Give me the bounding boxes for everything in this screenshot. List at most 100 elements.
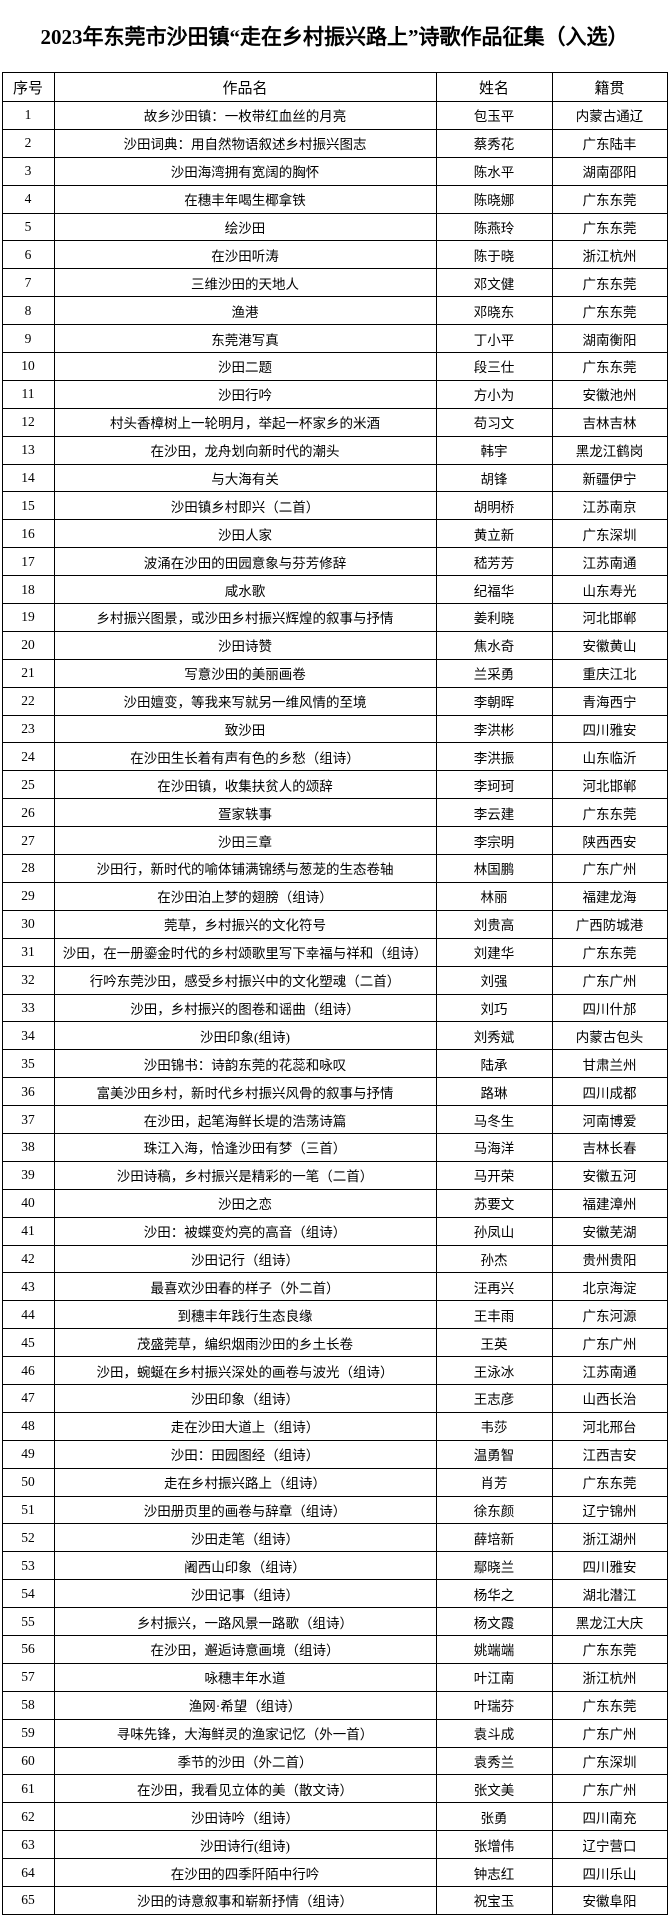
author-origin-cell: 内蒙古通辽: [551, 101, 668, 130]
table-row: 38 珠江入海，恰逢沙田有梦（三首） 马海洋 吉林长春: [1, 1132, 668, 1162]
author-name-cell: 袁秀兰: [435, 1746, 553, 1776]
table-row: 36 富美沙田乡村，新时代乡村振兴风骨的叙事与抒情 路琳 四川成都: [1, 1077, 668, 1107]
table-row: 53 阇西山印象（组诗） 鄢晓兰 四川雅安: [1, 1551, 668, 1581]
author-name-cell: 李珂珂: [435, 770, 553, 800]
table-row: 35 沙田锦书：诗韵东莞的花蕊和咏叹 陆承 甘肃兰州: [1, 1049, 668, 1079]
row-number-cell: 5: [1, 212, 55, 242]
author-name-cell: 姚端端: [435, 1634, 553, 1664]
author-origin-cell: 四川雅安: [551, 714, 668, 744]
author-name-cell: 温勇智: [435, 1439, 553, 1469]
author-origin-cell: 广东广州: [551, 1328, 668, 1358]
table-row: 31 沙田，在一册鎏金时代的乡村颂歌里写下幸福与祥和（组诗） 刘建华 广东东莞: [1, 937, 668, 967]
author-name-cell: 王丰雨: [435, 1300, 553, 1330]
row-number-cell: 54: [1, 1579, 55, 1609]
row-number-cell: 56: [1, 1634, 55, 1664]
row-number-cell: 23: [1, 714, 55, 744]
author-name-cell: 张增伟: [435, 1830, 553, 1860]
row-number-cell: 32: [1, 965, 55, 995]
author-origin-cell: 浙江湖州: [551, 1523, 668, 1553]
row-number-cell: 36: [1, 1077, 55, 1107]
row-number-cell: 41: [1, 1216, 55, 1246]
author-name-cell: 蔡秀花: [435, 128, 553, 158]
row-number-cell: 49: [1, 1439, 55, 1469]
header-origin: 籍贯: [551, 72, 668, 102]
author-origin-cell: 广东深圳: [551, 1746, 668, 1776]
table-row: 3 沙田海湾拥有宽阔的胸怀 陈水平 湖南邵阳: [1, 156, 668, 186]
work-title-cell: 村头香樟树上一轮明月，举起一杯家乡的米酒: [53, 407, 437, 437]
work-title-cell: 沙田记事（组诗）: [53, 1579, 437, 1609]
work-title-cell: 莞草，乡村振兴的文化符号: [53, 909, 437, 939]
table-row: 65 沙田的诗意叙事和崭新抒情（组诗） 祝宝玉 安徽阜阳: [1, 1886, 668, 1915]
author-name-cell: 马开荣: [435, 1160, 553, 1190]
row-number-cell: 17: [1, 547, 55, 577]
row-number-cell: 58: [1, 1690, 55, 1720]
work-title-cell: 沙田的诗意叙事和崭新抒情（组诗）: [53, 1886, 437, 1915]
table-row: 64 在沙田的四季阡陌中行吟 钟志红 四川乐山: [1, 1858, 668, 1887]
row-number-cell: 62: [1, 1802, 55, 1832]
table-row: 63 沙田诗行(组诗) 张增伟 辽宁营口: [1, 1830, 668, 1860]
author-name-cell: 陈燕玲: [435, 212, 553, 242]
author-origin-cell: 四川雅安: [551, 1551, 668, 1581]
author-origin-cell: 浙江杭州: [551, 240, 668, 270]
author-name-cell: 刘强: [435, 965, 553, 995]
work-title-cell: 沙田三章: [53, 826, 437, 856]
author-name-cell: 焦水奇: [435, 630, 553, 660]
author-origin-cell: 湖北潜江: [551, 1579, 668, 1609]
table-row: 24 在沙田生长着有声有色的乡愁（组诗） 李洪振 山东临沂: [1, 742, 668, 772]
author-origin-cell: 安徽五河: [551, 1160, 668, 1190]
table-row: 60 季节的沙田（外二首） 袁秀兰 广东深圳: [1, 1746, 668, 1776]
row-number-cell: 52: [1, 1523, 55, 1553]
table-row: 44 到穗丰年践行生态良缘 王丰雨 广东河源: [1, 1300, 668, 1330]
table-row: 6 在沙田听涛 陈于晓 浙江杭州: [1, 240, 668, 270]
author-name-cell: 汪再兴: [435, 1272, 553, 1302]
author-name-cell: 路琳: [435, 1077, 553, 1107]
work-title-cell: 茂盛莞草，编织烟雨沙田的乡土长卷: [53, 1328, 437, 1358]
author-origin-cell: 浙江杭州: [551, 1662, 668, 1692]
table-row: 50 走在乡村振兴路上（组诗） 肖芳 广东东莞: [1, 1467, 668, 1497]
author-origin-cell: 陕西西安: [551, 826, 668, 856]
row-number-cell: 26: [1, 798, 55, 828]
row-number-cell: 2: [1, 128, 55, 158]
row-number-cell: 30: [1, 909, 55, 939]
work-title-cell: 沙田诗吟（组诗）: [53, 1802, 437, 1832]
work-title-cell: 沙田嬗变，等我来写就另一维风情的至境: [53, 686, 437, 716]
row-number-cell: 21: [1, 658, 55, 688]
author-name-cell: 刘建华: [435, 937, 553, 967]
author-origin-cell: 安徽池州: [551, 379, 668, 409]
work-title-cell: 在沙田听涛: [53, 240, 437, 270]
work-title-cell: 季节的沙田（外二首）: [53, 1746, 437, 1776]
author-origin-cell: 广东广州: [551, 1774, 668, 1804]
author-origin-cell: 新疆伊宁: [551, 463, 668, 493]
row-number-cell: 59: [1, 1718, 55, 1748]
row-number-cell: 44: [1, 1300, 55, 1330]
work-title-cell: 行吟东莞沙田，感受乡村振兴中的文化塑魂（二首）: [53, 965, 437, 995]
row-number-cell: 16: [1, 519, 55, 549]
work-title-cell: 沙田之恋: [53, 1188, 437, 1218]
table-row: 1 故乡沙田镇：一枚带红血丝的月亮 包玉平 内蒙古通辽: [1, 101, 668, 130]
header-name: 姓名: [435, 72, 553, 102]
table-row: 2 沙田词典：用自然物语叙述乡村振兴图志 蔡秀花 广东陆丰: [1, 128, 668, 158]
table-row: 46 沙田，蜿蜒在乡村振兴深处的画卷与波光（组诗） 王泳冰 江苏南通: [1, 1356, 668, 1385]
author-origin-cell: 江西吉安: [551, 1439, 668, 1469]
author-name-cell: 陈晓娜: [435, 184, 553, 214]
row-number-cell: 27: [1, 826, 55, 856]
author-origin-cell: 广东东莞: [551, 296, 668, 326]
row-number-cell: 42: [1, 1244, 55, 1274]
row-number-cell: 28: [1, 854, 55, 883]
row-number-cell: 22: [1, 686, 55, 716]
header-no: 序号: [1, 72, 55, 102]
author-name-cell: 袁斗成: [435, 1718, 553, 1748]
table-row: 28 沙田行，新时代的喻体铺满锦绣与葱茏的生态卷轴 林国鹏 广东广州: [1, 854, 668, 883]
author-origin-cell: 广东广州: [551, 965, 668, 995]
author-origin-cell: 安徽阜阳: [551, 1886, 668, 1915]
author-origin-cell: 河南博爱: [551, 1105, 668, 1134]
author-origin-cell: 内蒙古包头: [551, 1021, 668, 1051]
author-name-cell: 胡明桥: [435, 491, 553, 521]
work-title-cell: 写意沙田的美丽画卷: [53, 658, 437, 688]
table-row: 57 咏穗丰年水道 叶江南 浙江杭州: [1, 1662, 668, 1692]
author-name-cell: 刘秀斌: [435, 1021, 553, 1051]
author-origin-cell: 广东东莞: [551, 352, 668, 381]
author-origin-cell: 北京海淀: [551, 1272, 668, 1302]
work-title-cell: 波涌在沙田的田园意象与芬芳修辞: [53, 547, 437, 577]
row-number-cell: 14: [1, 463, 55, 493]
